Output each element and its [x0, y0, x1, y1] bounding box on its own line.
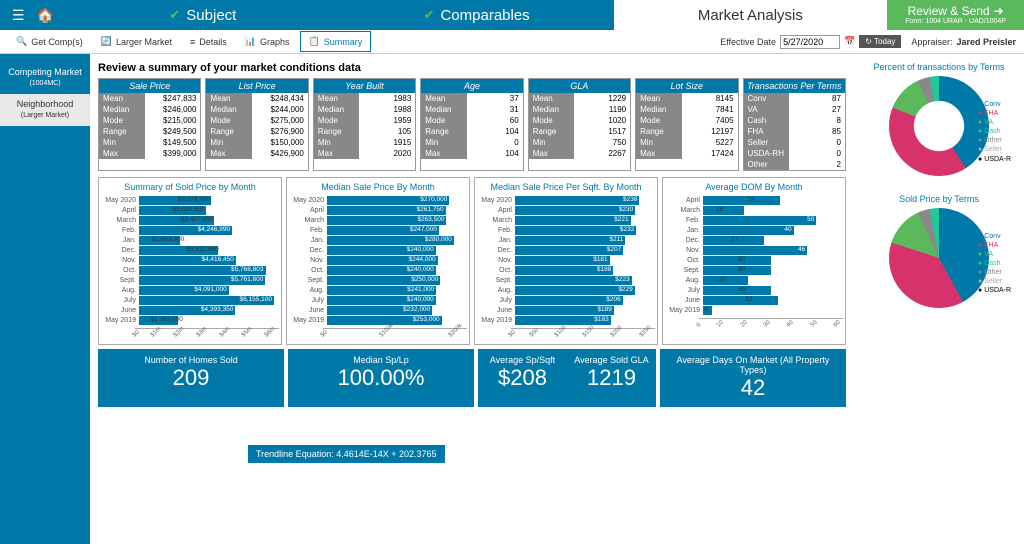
tab-market-analysis[interactable]: Market Analysis — [614, 0, 888, 30]
stat-age: AgeMean37Median31Mode60Range104Min0Max10… — [420, 78, 523, 171]
chart-summary-of-sold-price-by-month: Summary of Sold Price by MonthMay 2020$3… — [98, 177, 282, 345]
chart-average-dom-by-month: Average DOM By MonthApril34March18Feb.50… — [662, 177, 846, 345]
eff-date-label: Effective Date — [720, 37, 776, 47]
stat-sale-price: Sale PriceMean$247,833Median$246,000Mode… — [98, 78, 201, 171]
pie-legend: ConvFHAVACashOtherSellerUSDA-R — [858, 232, 1020, 296]
arrow-icon: ➜ — [994, 5, 1004, 18]
sidebar-neighborhood[interactable]: Neighborhood(Larger Market) — [0, 94, 90, 126]
subnav-graphs[interactable]: 📊 Graphs — [237, 31, 298, 52]
stat-lot-size: Lot SizeMean8145Median7841Mode7405Range1… — [635, 78, 738, 171]
sub-toolbar: 🔍 Get Comp(s)🔄 Larger Market≡ Details📊 G… — [0, 30, 1024, 54]
summary-box: Average Days On Market (All Property Typ… — [660, 349, 846, 407]
trendline-equation: Trendline Equation: 4.4614E-14X + 202.37… — [248, 445, 445, 463]
home-icon[interactable]: 🏠 — [37, 7, 54, 24]
pie-title: Sold Price by Terms — [858, 194, 1020, 204]
top-bar: ☰ 🏠 ✔Subject✔ComparablesMarket Analysis … — [0, 0, 1024, 30]
stat-transactions-per-terms: Transactions Per TermsConv87VA27Cash8FHA… — [743, 78, 846, 171]
content-area: Review a summary of your market conditio… — [90, 54, 854, 544]
page-title: Review a summary of your market conditio… — [98, 62, 846, 74]
menu-icon[interactable]: ☰ — [12, 7, 25, 24]
sidebar: Competing Market(1004MC)Neighborhood(Lar… — [0, 54, 90, 544]
subnav-getcomps[interactable]: 🔍 Get Comp(s) — [8, 31, 91, 52]
pie-legend: ConvFHAVACashOtherSellerUSDA-R — [858, 100, 1020, 164]
right-charts: Percent of transactions by Terms ConvFHAV… — [854, 54, 1024, 544]
summary-box: Average Sp/Sqft$208Average Sold GLA1219 — [478, 349, 656, 407]
tab-subject[interactable]: ✔Subject — [66, 0, 340, 30]
sidebar-competing-market[interactable]: Competing Market(1004MC) — [0, 62, 90, 94]
summary-box: Median Sp/Lp100.00% — [288, 349, 474, 407]
pie-title: Percent of transactions by Terms — [858, 62, 1020, 72]
subnav-details[interactable]: ≡ Details — [182, 31, 235, 52]
subnav-largermarket[interactable]: 🔄 Larger Market — [93, 31, 180, 52]
today-button[interactable]: ↻ Today — [859, 35, 901, 48]
eff-date-input[interactable] — [780, 35, 840, 49]
calendar-icon[interactable]: 📅 — [844, 36, 855, 47]
stat-year-built: Year BuiltMean1983Median1988Mode1959Rang… — [313, 78, 416, 171]
chart-median-sale-price-per-sqft--by-month: Median Sale Price Per Sqft. By MonthMay … — [474, 177, 658, 345]
appraiser-label: Appraiser: — [911, 37, 952, 47]
nav-icons: ☰ 🏠 — [0, 0, 66, 30]
subnav-summary[interactable]: 📋 Summary — [300, 31, 372, 52]
stat-list-price: List PriceMean$248,434Median$244,000Mode… — [205, 78, 308, 171]
tab-comparables[interactable]: ✔Comparables — [340, 0, 614, 30]
appraiser-name: Jared Preisler — [956, 37, 1016, 47]
summary-box: Number of Homes Sold209 — [98, 349, 284, 407]
chart-median-sale-price-by-month: Median Sale Price By MonthMay 2020$270,0… — [286, 177, 470, 345]
stat-gla: GLAMean1229Median1190Mode1020Range1517Mi… — [528, 78, 631, 171]
review-send-button[interactable]: Review & Send➜ Form: 1004 URAR - UAD/100… — [887, 0, 1024, 30]
